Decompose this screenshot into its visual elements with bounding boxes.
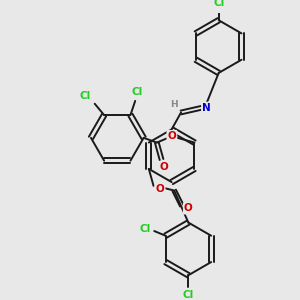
Text: Cl: Cl	[139, 224, 151, 234]
Text: Cl: Cl	[213, 0, 224, 8]
Text: Cl: Cl	[80, 91, 91, 101]
Text: N: N	[202, 103, 211, 113]
Text: Cl: Cl	[131, 88, 143, 98]
Text: O: O	[184, 203, 193, 213]
Text: O: O	[167, 131, 176, 141]
Text: O: O	[159, 162, 168, 172]
Text: H: H	[170, 100, 177, 109]
Text: Cl: Cl	[183, 290, 194, 300]
Text: O: O	[156, 184, 164, 194]
